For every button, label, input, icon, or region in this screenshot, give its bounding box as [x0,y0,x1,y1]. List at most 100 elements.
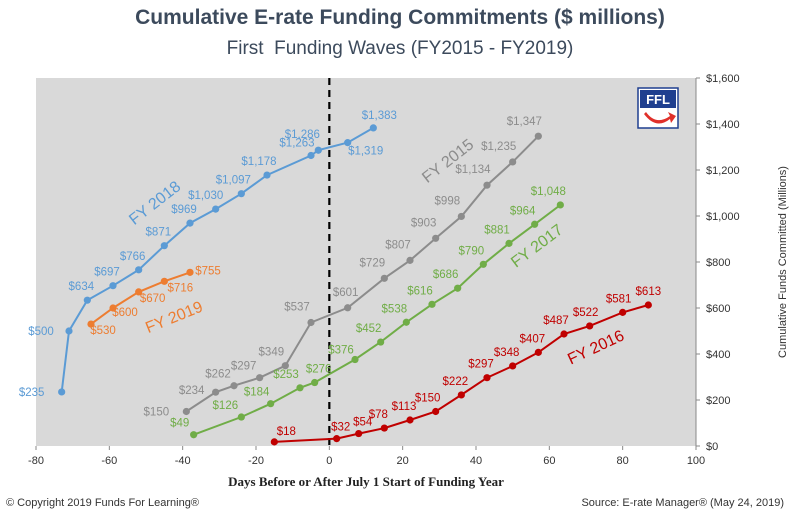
data-label: $697 [94,267,120,279]
logo-band [640,90,676,108]
data-label: $297 [468,359,494,371]
data-point [509,158,517,166]
data-label: $113 [392,401,417,413]
data-label: $964 [510,205,536,217]
data-label: $234 [179,385,205,397]
data-label: $613 [636,286,662,298]
data-label: $1,319 [348,146,383,158]
source-text: Source: E-rate Manager® (May 24, 2019) [581,497,784,509]
data-point [619,308,627,316]
x-tick-label: 80 [617,455,629,467]
data-label: $998 [435,195,461,207]
data-point [135,266,143,274]
data-point [212,205,220,213]
data-point [109,304,117,312]
data-point [531,220,539,228]
data-label: $32 [331,422,350,434]
data-point [369,124,377,132]
data-point [135,288,143,296]
data-label: $1,097 [216,175,251,187]
data-label: $348 [494,347,520,359]
data-point [256,374,264,382]
data-label: $126 [213,400,239,412]
x-tick-label: 40 [470,455,482,467]
data-label: $581 [606,293,632,305]
data-point [263,171,271,179]
data-label: $150 [144,407,170,419]
x-tick-label: 0 [326,455,332,467]
data-point [483,374,491,382]
data-point [479,260,487,268]
data-point [307,318,315,327]
data-label: $262 [205,369,231,381]
data-point [65,327,73,335]
data-label: $1,048 [531,186,566,198]
data-point [402,318,410,326]
data-point [351,355,359,364]
data-point [182,407,190,416]
chart-canvas: -80 -60 -40 -20 0 20 40 60 80 100 Days Before or A… [19,73,789,489]
data-label: $686 [433,269,459,281]
data-point [307,151,315,160]
data-point [457,212,465,221]
data-point [377,338,385,346]
x-axis-label: Days Before or After July 1 Start of Fun… [228,474,504,489]
data-point [428,300,436,308]
data-point [534,132,542,140]
data-label: $54 [353,417,373,429]
data-point [87,320,95,328]
data-label: $903 [411,217,437,229]
y-axis-label: Cumulative Funds Committed (Millions) [777,166,789,358]
data-label: $729 [360,257,386,269]
data-point [454,284,462,292]
data-point [109,282,117,290]
data-label: $349 [259,347,285,359]
data-label: $452 [356,323,382,335]
data-label: $807 [385,239,411,251]
x-tick-label: -80 [28,455,44,467]
data-point [58,388,66,396]
data-point [483,181,491,189]
data-point [457,391,465,399]
data-label: $487 [543,315,569,327]
data-label: $253 [273,369,299,381]
data-point [355,429,363,438]
y-tick-label: $0 [706,441,718,453]
data-point [344,139,352,147]
x-tick-label: -40 [175,455,191,467]
data-label: $871 [146,227,172,239]
x-tick-label: 100 [687,455,705,467]
data-label: $407 [520,333,546,345]
data-label: $276 [306,364,332,376]
data-label: $1,235 [481,141,516,153]
data-label: $522 [573,307,599,319]
y-tick-label: $600 [706,303,730,315]
y-tick-label: $200 [706,395,730,407]
data-point [311,378,319,387]
data-label: $1,030 [188,190,223,202]
data-point [406,256,414,264]
x-tick-label: -60 [101,455,117,467]
data-point [160,242,168,250]
data-point [186,268,194,276]
data-label: $634 [69,281,95,293]
data-label: $150 [415,393,441,405]
data-label: $1,286 [285,129,320,141]
data-point [237,413,245,421]
data-label: $600 [112,307,138,319]
chart-subtitle: First Funding Waves (FY2015 - FY2019) [226,38,574,59]
series-line [185,135,540,413]
chart-title: Cumulative E-rate Funding Commitments ($… [135,6,665,29]
y-tick-label: $1,600 [706,73,740,85]
data-point [556,201,564,209]
data-label: $500 [28,326,54,338]
y-tick-label: $1,400 [706,119,740,131]
data-label: $538 [382,303,408,315]
x-tick-label: 20 [397,455,409,467]
y-tick-label: $1,000 [706,211,740,223]
data-label: $881 [484,224,510,236]
ffl-logo-icon: FFL [637,87,679,129]
data-point [560,330,568,338]
data-label: $1,383 [362,110,397,122]
data-label: $616 [407,285,433,297]
